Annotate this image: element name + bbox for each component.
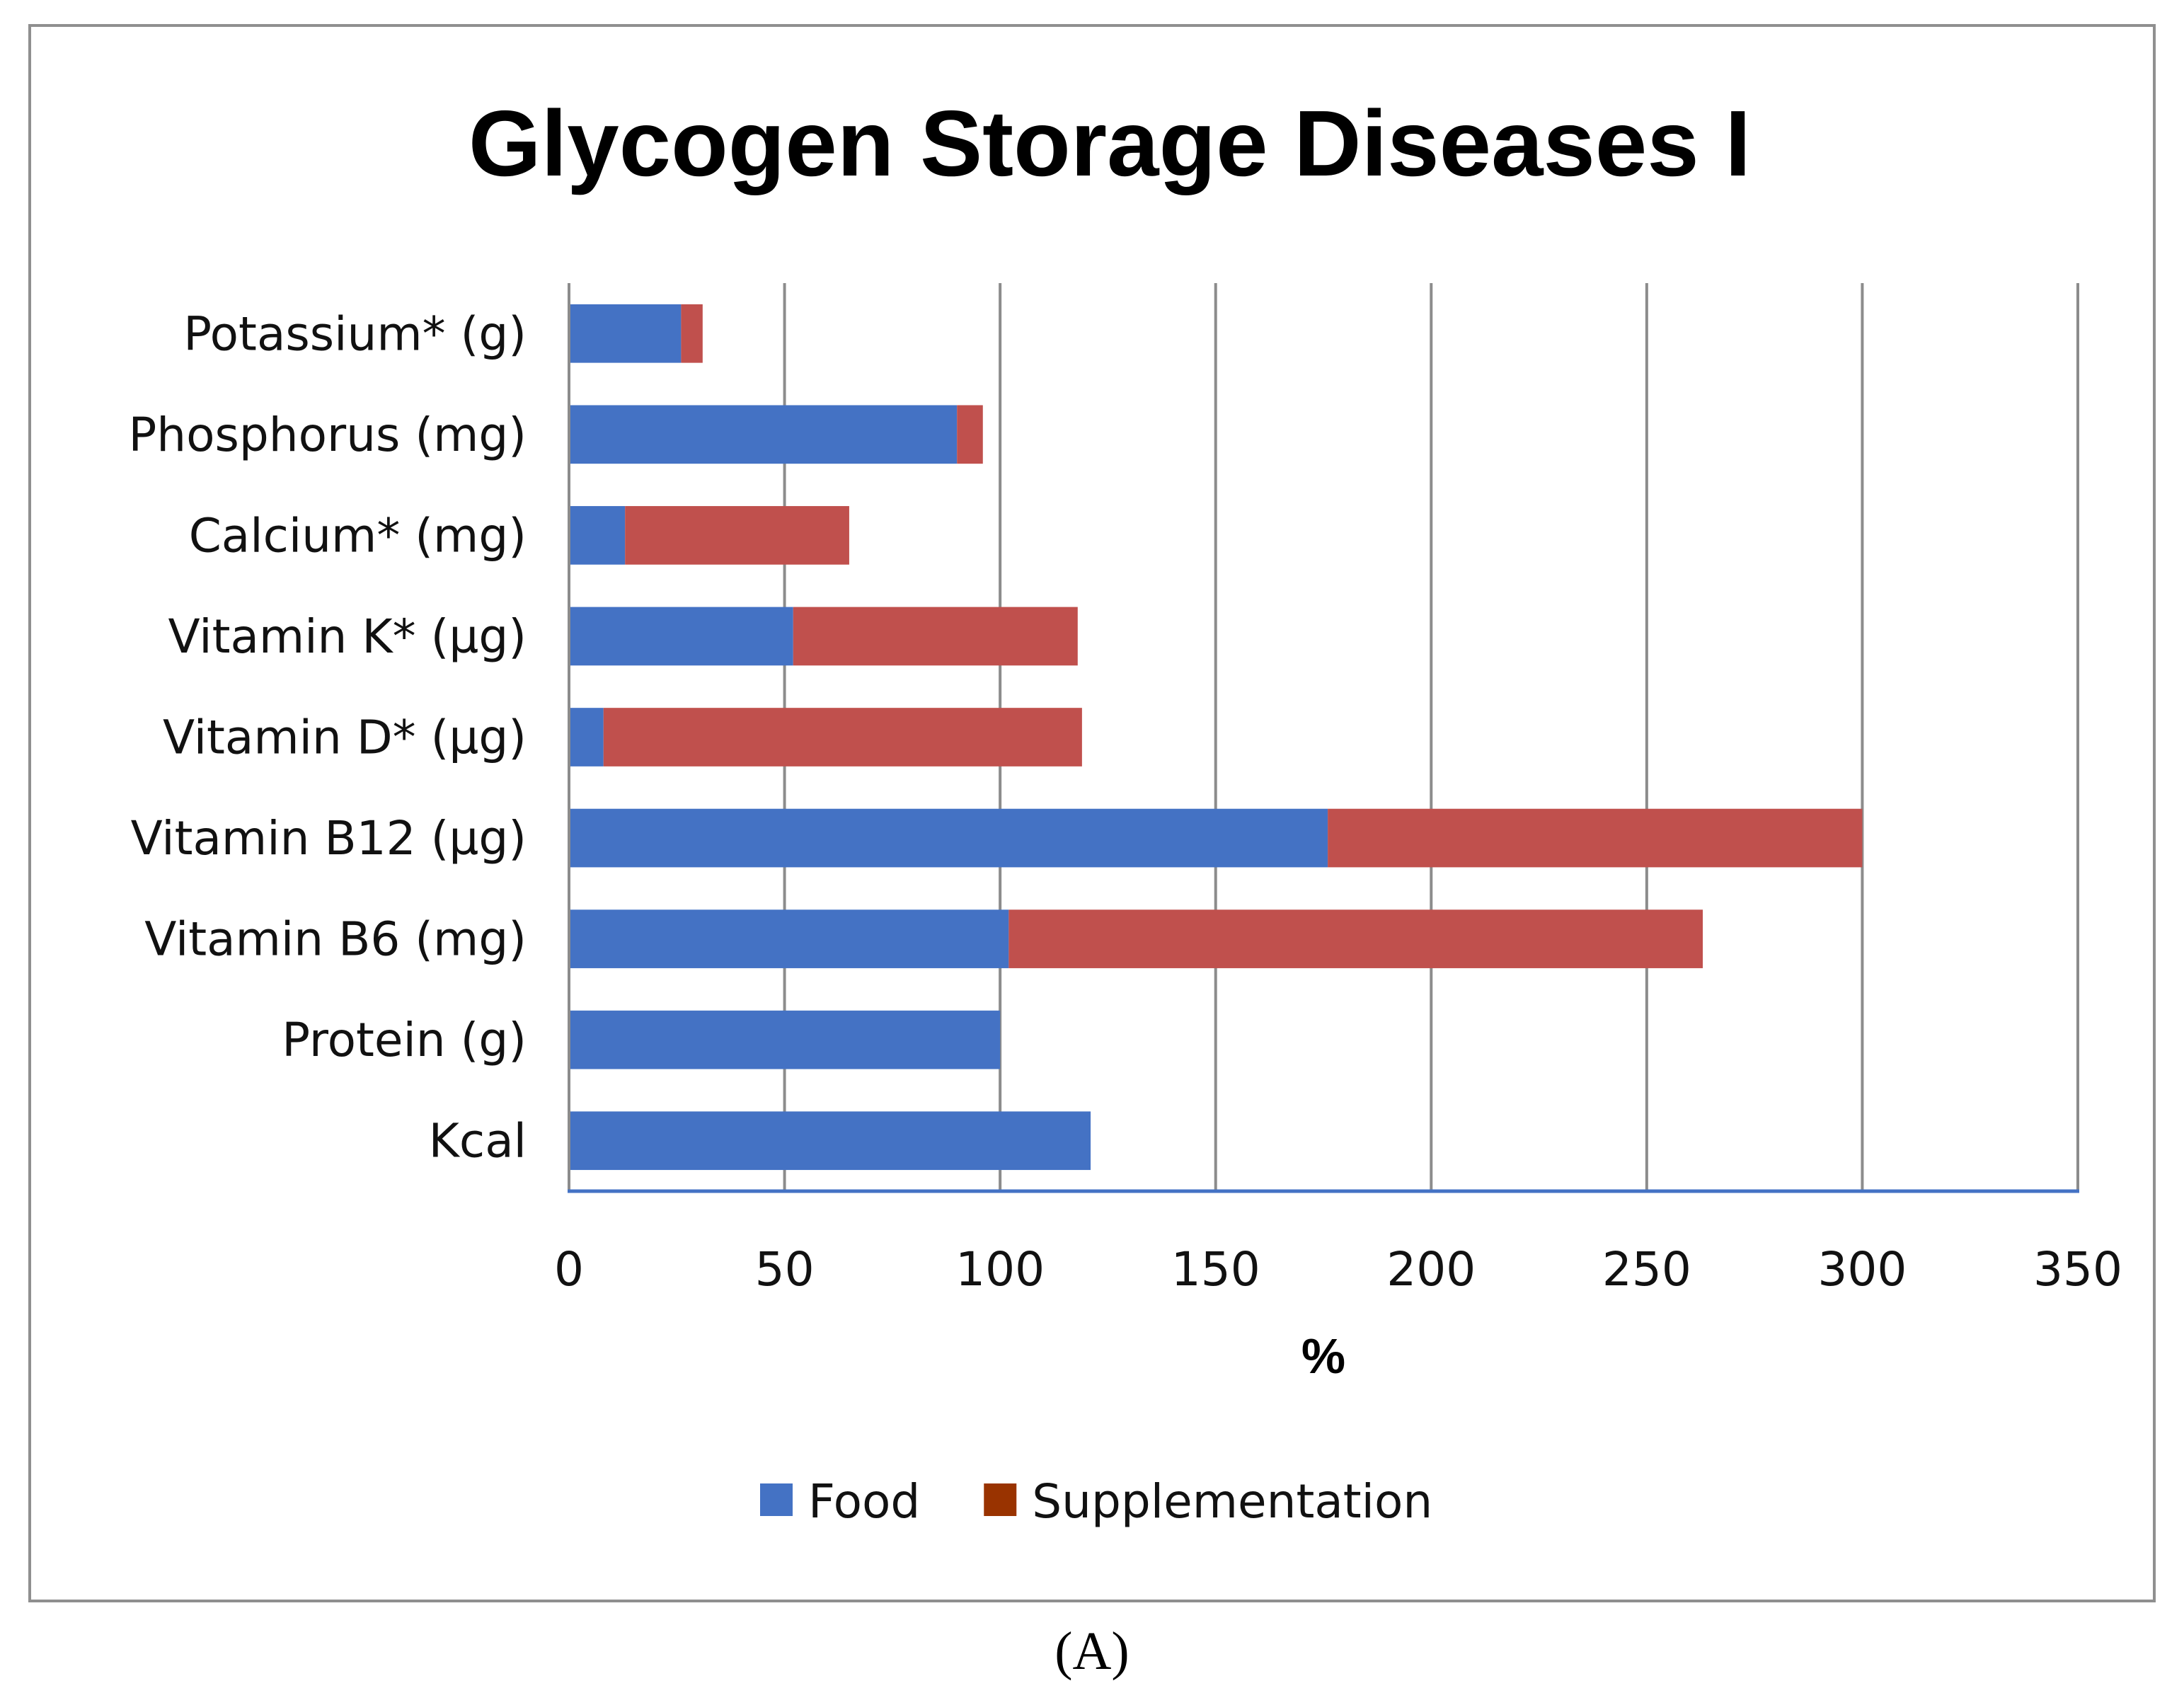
bar-food-7 [569, 1010, 1001, 1069]
bar-food-4 [569, 708, 604, 767]
bar-supplementation-2 [625, 506, 849, 565]
category-label: Protein (g) [282, 1013, 527, 1067]
bar-food-2 [569, 506, 626, 565]
category-label: Kcal [429, 1114, 527, 1169]
bar-supplementation-5 [1328, 808, 1863, 868]
bar-food-5 [569, 808, 1328, 868]
gridlines [783, 283, 2079, 1191]
x-tick-label: 200 [1386, 1242, 1476, 1297]
x-tick-labels: 0 50 100 150 200 250 300 350 [554, 1242, 2122, 1297]
bar-supplementation-3 [793, 607, 1078, 666]
legend-label-supplementation: Supplementation [1032, 1474, 1432, 1529]
x-axis-label: % [1301, 1328, 1345, 1384]
category-label: Phosphorus (mg) [128, 408, 527, 462]
axes [568, 283, 2079, 1193]
bars [569, 304, 1863, 1171]
category-label: Vitamin D* (µg) [163, 711, 527, 765]
chart-frame: Glycogen Storage Diseases I Potassium* (… [28, 24, 2156, 1602]
chart-title: Glycogen Storage Diseases I [469, 91, 1751, 195]
x-tick-label: 50 [755, 1242, 815, 1297]
bar-food-3 [569, 607, 793, 666]
x-tick-label: 150 [1171, 1242, 1260, 1297]
legend-label-food: Food [808, 1474, 920, 1529]
x-tick-label: 250 [1602, 1242, 1691, 1297]
bar-food-8 [569, 1111, 1091, 1171]
bar-supplementation-0 [681, 304, 703, 363]
bar-food-6 [569, 909, 1009, 968]
x-tick-label: 100 [955, 1242, 1045, 1297]
bar-food-0 [569, 304, 682, 363]
bar-supplementation-1 [957, 405, 983, 464]
category-label: Vitamin K* (µg) [168, 609, 527, 664]
x-tick-label: 350 [2033, 1242, 2122, 1297]
chart-svg: Glycogen Storage Diseases I Potassium* (… [128, 91, 2122, 1529]
bar-supplementation-6 [1008, 909, 1703, 968]
panel-label: (A) [1054, 1621, 1130, 1681]
legend: Food Supplementation [760, 1474, 1432, 1529]
category-labels: Potassium* (g) Phosphorus (mg) Calcium* (m… [128, 306, 527, 1168]
bar-food-1 [569, 405, 958, 464]
category-label: Vitamin B12 (µg) [131, 811, 527, 866]
x-tick-label: 300 [1817, 1242, 1907, 1297]
legend-swatch-supplementation [984, 1483, 1017, 1516]
legend-swatch-food [760, 1483, 793, 1516]
category-label: Calcium* (mg) [189, 508, 527, 563]
x-tick-label: 0 [554, 1242, 584, 1297]
bar-supplementation-4 [603, 708, 1082, 767]
category-label: Potassium* (g) [183, 306, 527, 361]
category-label: Vitamin B6 (mg) [144, 912, 527, 967]
